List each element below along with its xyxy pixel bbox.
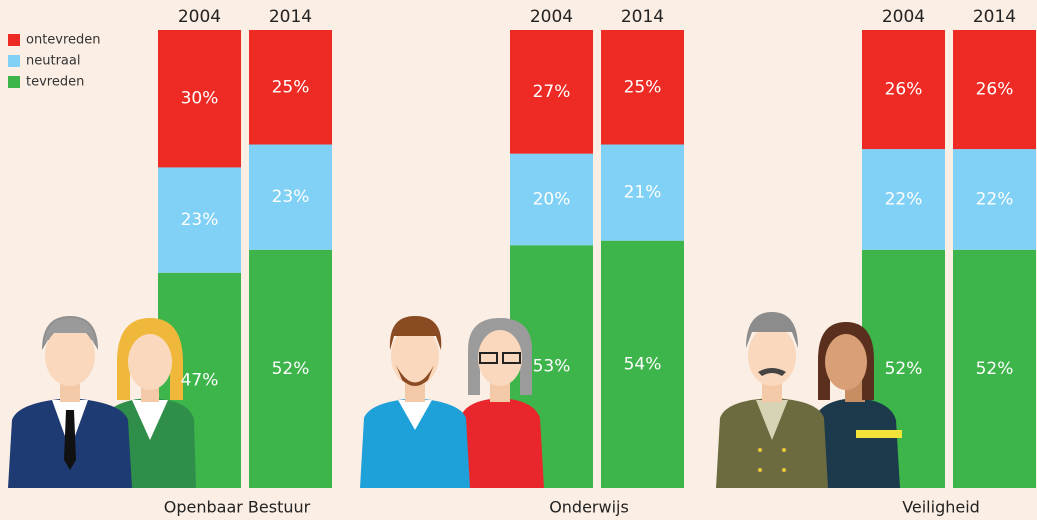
year-label: 2014: [621, 7, 664, 27]
year-label: 2004: [882, 7, 925, 27]
value-label: 22%: [976, 189, 1014, 209]
value-label: 21%: [624, 183, 662, 203]
value-label: 53%: [533, 357, 571, 377]
legend-label: ontevreden: [26, 33, 101, 48]
legend-swatch: [8, 34, 20, 46]
group-label: Veiligheid: [902, 498, 980, 517]
value-label: 25%: [624, 77, 662, 97]
value-label: 26%: [976, 80, 1014, 100]
legend-label: tevreden: [26, 75, 84, 90]
year-label: 2014: [973, 7, 1016, 27]
group-label: Onderwijs: [549, 498, 629, 517]
value-label: 30%: [181, 89, 219, 109]
year-label: 2004: [530, 7, 573, 27]
value-label: 54%: [624, 354, 662, 374]
value-label: 47%: [181, 370, 219, 390]
illustrations: [8, 312, 902, 488]
chart: 2004 47% 23% 30% 2014 52% 23% 25% 2004 53% 20% 27% 2…: [0, 0, 1037, 520]
value-label: 52%: [976, 359, 1014, 379]
year-label: 2004: [178, 7, 221, 27]
legend-swatch: [8, 55, 20, 67]
value-label: 23%: [181, 210, 219, 230]
value-label: 26%: [885, 80, 923, 100]
value-label: 20%: [533, 189, 571, 209]
value-label: 23%: [272, 187, 310, 207]
value-label: 52%: [272, 359, 310, 379]
value-label: 27%: [533, 82, 571, 102]
value-label: 22%: [885, 189, 923, 209]
group-label: Openbaar Bestuur: [164, 498, 311, 517]
value-label: 52%: [885, 359, 923, 379]
value-label: 25%: [272, 77, 310, 97]
legend-swatch: [8, 76, 20, 88]
legend-label: neutraal: [26, 54, 80, 69]
year-label: 2014: [269, 7, 312, 27]
